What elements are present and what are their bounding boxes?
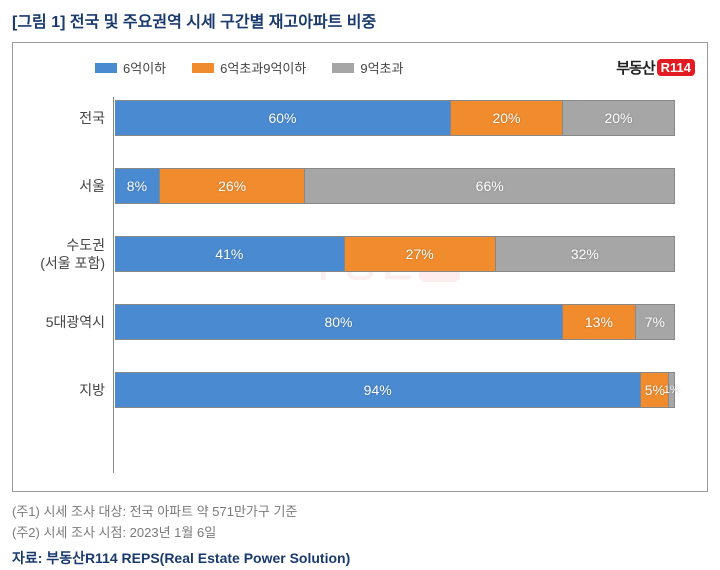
bar-track: 80% 13% 7% (115, 304, 675, 340)
bar-track: 8% 26% 66% (115, 168, 675, 204)
legend: 6억이하 6억초과9억이하 9억초과 부동산 R114 (95, 57, 695, 78)
logo-badge: R114 (657, 59, 695, 76)
bar-segment: 60% (115, 100, 451, 136)
bar-segment-value: 80% (324, 314, 352, 330)
bar-row: 전국 60% 20% 20% (25, 100, 695, 136)
legend-swatch-3 (332, 63, 354, 73)
bar-segment: 13% (563, 304, 636, 340)
bar-segment-value: 5% (645, 382, 665, 398)
bar-segment-value: 13% (585, 314, 613, 330)
bar-segment-value: 66% (476, 178, 504, 194)
figure-title: [그림 1] 전국 및 주요권역 시세 구간별 재고아파트 비중 (12, 8, 708, 32)
source-line: 자료: 부동산R114 REPS(Real Estate Power Solut… (12, 548, 708, 568)
legend-label-1: 6억이하 (123, 58, 166, 77)
legend-item-3: 9억초과 (332, 58, 403, 77)
category-label: 5대광역시 (25, 313, 115, 331)
bar-segment: 80% (115, 304, 563, 340)
bar-segment: 66% (305, 168, 675, 204)
bar-segment: 26% (160, 168, 306, 204)
bar-segment-value: 26% (218, 178, 246, 194)
bar-track: 94% 5%1% (115, 372, 675, 408)
legend-swatch-1 (95, 63, 117, 73)
bar-segment-value: 32% (571, 246, 599, 262)
bar-segment-value: 8% (127, 178, 147, 194)
bar-row: 수도권(서울 포함) 41% 27% 32% (25, 236, 695, 272)
bar-segment-value: 20% (604, 110, 632, 126)
legend-label-2: 6억초과9억이하 (220, 58, 306, 77)
bar-segment: 32% (496, 236, 675, 272)
footnote-1: (주1) 시세 조사 대상: 전국 아파트 약 571만가구 기준 (12, 502, 708, 523)
bar-segment: 94% (115, 372, 641, 408)
bar-segment: 1% (669, 372, 675, 408)
legend-item-2: 6억초과9억이하 (192, 58, 306, 77)
category-label: 수도권(서울 포함) (25, 236, 115, 272)
bar-segment-value: 27% (406, 246, 434, 262)
bar-segment: 27% (345, 236, 496, 272)
legend-label-3: 9억초과 (360, 58, 403, 77)
bar-row: 지방 94% 5%1% (25, 372, 695, 408)
bar-row: 5대광역시 80% 13% 7% (25, 304, 695, 340)
chart-container: 6억이하 6억초과9억이하 9억초과 부동산 R114 부동산R 전국60%20… (12, 42, 708, 492)
bar-segment-value: 20% (492, 110, 520, 126)
bars-area: 부동산R 전국60%20%20%서울8%26%66%수도권(서울 포함)41%2… (25, 100, 695, 408)
category-label: 전국 (25, 109, 115, 127)
footnote-2: (주2) 시세 조사 시점: 2023년 1월 6일 (12, 523, 708, 544)
bar-segment-value: 1% (664, 384, 680, 396)
legend-swatch-2 (192, 63, 214, 73)
category-label: 서울 (25, 177, 115, 195)
bar-track: 60% 20% 20% (115, 100, 675, 136)
bar-segment-value: 60% (268, 110, 296, 126)
bar-segment-value: 94% (364, 382, 392, 398)
category-label: 지방 (25, 381, 115, 399)
bar-track: 41% 27% 32% (115, 236, 675, 272)
legend-item-1: 6억이하 (95, 58, 166, 77)
bar-row: 서울 8% 26% 66% (25, 168, 695, 204)
bar-segment-value: 41% (215, 246, 243, 262)
logo-text: 부동산 (616, 57, 654, 78)
bar-segment: 20% (451, 100, 563, 136)
bar-segment: 8% (115, 168, 160, 204)
bar-segment: 41% (115, 236, 345, 272)
bar-segment: 20% (563, 100, 675, 136)
bar-segment: 7% (636, 304, 675, 340)
bar-segment-value: 7% (645, 314, 665, 330)
footnotes: (주1) 시세 조사 대상: 전국 아파트 약 571만가구 기준 (주2) 시… (12, 502, 708, 544)
brand-logo: 부동산 R114 (616, 57, 695, 78)
